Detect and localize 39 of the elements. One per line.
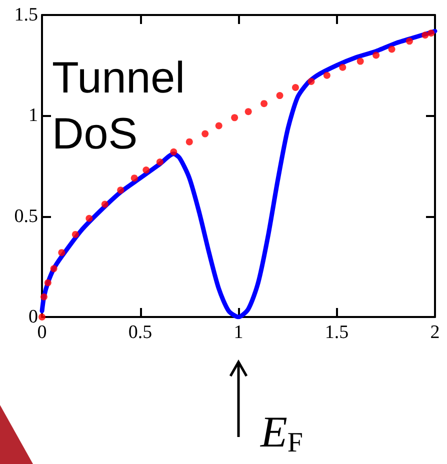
point <box>428 30 435 37</box>
point <box>406 38 413 45</box>
point <box>388 46 396 53</box>
point <box>72 230 79 238</box>
point <box>356 58 364 65</box>
point <box>86 214 93 222</box>
point <box>202 130 209 138</box>
point <box>117 186 124 194</box>
point <box>339 64 346 71</box>
y-tick-label: 0.5 <box>14 206 38 227</box>
point <box>308 78 315 85</box>
point <box>50 265 58 272</box>
point <box>142 166 150 174</box>
point <box>215 122 222 130</box>
point <box>323 72 330 79</box>
y-tick-label: 0 <box>28 306 38 328</box>
point <box>38 314 46 320</box>
point <box>260 100 268 108</box>
point <box>101 200 108 208</box>
point <box>186 138 193 146</box>
point <box>276 92 284 100</box>
point <box>170 148 178 156</box>
point <box>244 108 252 116</box>
point <box>422 32 429 39</box>
annotation: Tunnel DoS <box>52 54 198 158</box>
point <box>130 174 138 182</box>
point <box>231 114 238 122</box>
point <box>58 249 66 256</box>
point <box>372 52 380 59</box>
y-tick-label: 1.5 <box>14 4 38 26</box>
y-tick-label: 1 <box>28 105 38 126</box>
point <box>156 158 164 166</box>
x-tick-label: 2 <box>430 322 440 343</box>
x-tick-label: 0.5 <box>128 322 152 343</box>
x-tick-label: 1 <box>234 322 244 343</box>
point <box>40 293 48 300</box>
point <box>44 279 52 286</box>
x-tick-label: 1.5 <box>324 322 349 343</box>
point <box>292 84 299 91</box>
